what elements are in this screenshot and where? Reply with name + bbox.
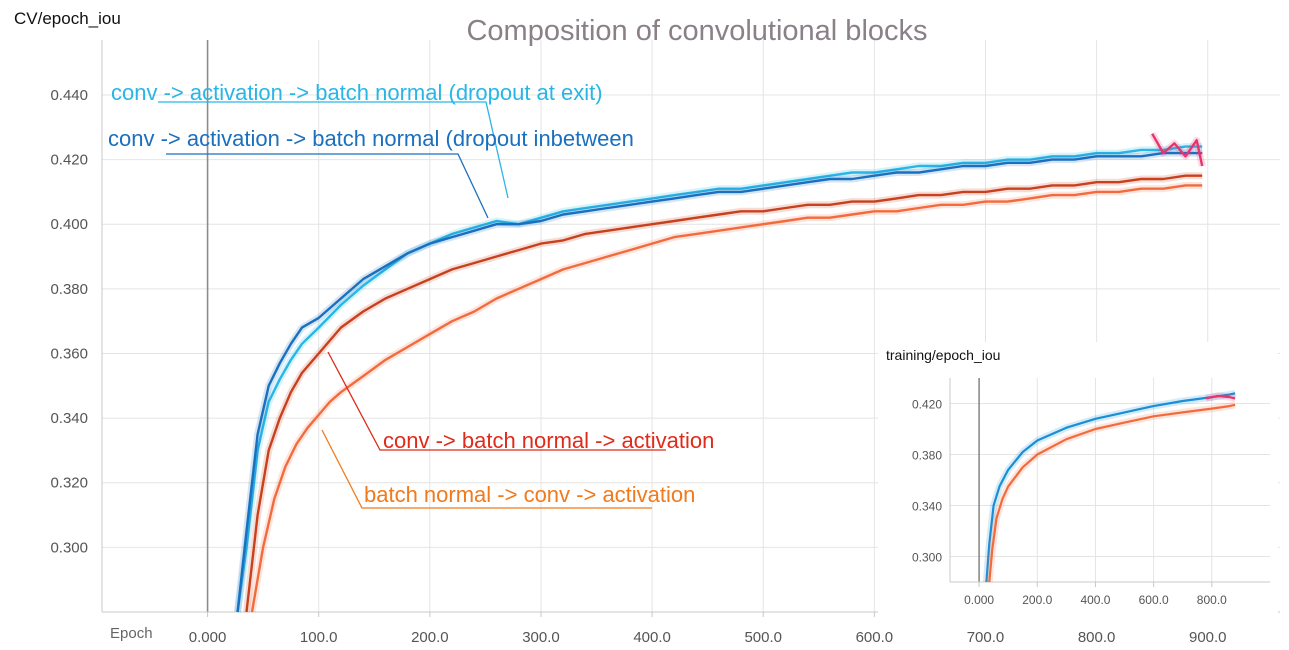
annotation-conv-bn-act-leader [327, 351, 666, 451]
inset-grid [950, 378, 1270, 582]
series-line-3 [250, 184, 1203, 613]
x-tick-label: 800.0 [1197, 593, 1227, 607]
series-line-1 [988, 403, 1236, 583]
chart-title: Composition of convolutional blocks [466, 15, 927, 47]
x-tick-label: 100.0 [300, 629, 338, 646]
x-axis-label: Epoch [110, 625, 153, 642]
series-line-4 [1151, 133, 1204, 167]
y-tick-label: 0.300 [912, 551, 942, 565]
y-tick-label: 0.420 [50, 152, 88, 169]
annotation-dropout-exit-leader [158, 101, 509, 199]
y-tick-label: 0.380 [912, 449, 942, 463]
annotation-dropout-inbetween-text: conv -> activation -> batch normal (drop… [108, 126, 634, 151]
main-series [234, 131, 1206, 613]
y-tick-label: 0.400 [50, 216, 88, 233]
annotation-conv-bn-act-text: conv -> batch normal -> activation [383, 428, 714, 453]
annotation-dropout-inbetween: conv -> activation -> batch normal (drop… [108, 126, 634, 219]
series-line-2 [1205, 394, 1236, 400]
x-tick-label: 700.0 [967, 629, 1005, 646]
annotation-dropout-exit: conv -> activation -> batch normal (drop… [111, 80, 603, 199]
series-line-2 [245, 174, 1203, 613]
main-ticks: 0.300 0.320 0.340 0.360 0.380 0.400 0.420 0.440… [50, 87, 1226, 646]
inset-panel-label: training/epoch_iou [886, 347, 1000, 363]
y-tick-label: 0.340 [912, 500, 942, 514]
x-tick-label: 200.0 [1022, 593, 1052, 607]
panel-label: CV/epoch_iou [14, 9, 121, 28]
annotation-dropout-exit-text: conv -> activation -> batch normal (drop… [111, 80, 603, 105]
annotation-dropout-inbetween-leader [166, 153, 489, 219]
x-tick-label: 0.000 [964, 593, 994, 607]
y-tick-label: 0.440 [50, 87, 88, 104]
y-tick-label: 0.320 [50, 475, 88, 492]
annotation-bn-conv-act-text: batch normal -> conv -> activation [364, 482, 695, 507]
inset-chart: training/epoch_iou 0.3000.3400.3800.4200… [878, 342, 1278, 617]
series-line-0 [236, 145, 1203, 613]
y-tick-label: 0.360 [50, 345, 88, 362]
x-tick-label: 600.0 [856, 629, 894, 646]
inset-ticks: 0.300 0.340 0.380 0.420 0.000 200.0 400.0 600.0… [912, 398, 1227, 608]
x-tick-label: 600.0 [1139, 593, 1169, 607]
series-line-0 [985, 392, 1236, 583]
y-tick-label: 0.300 [50, 539, 88, 556]
inset-series [982, 389, 1236, 583]
annotation-bn-conv-act-leader [321, 429, 652, 509]
annotation-conv-bn-act: conv -> batch normal -> activation [327, 351, 714, 453]
x-tick-label: 800.0 [1078, 629, 1116, 646]
y-tick-label: 0.420 [912, 398, 942, 412]
x-tick-label: 900.0 [1189, 629, 1227, 646]
annotation-bn-conv-act: batch normal -> conv -> activation [321, 429, 695, 509]
y-tick-label: 0.380 [50, 281, 88, 298]
x-tick-label: 0.000 [189, 629, 227, 646]
x-tick-label: 500.0 [744, 629, 782, 646]
main-grid [102, 40, 1280, 612]
y-tick-label: 0.340 [50, 410, 88, 427]
x-tick-label: 400.0 [633, 629, 671, 646]
x-tick-label: 300.0 [522, 629, 560, 646]
x-tick-label: 200.0 [411, 629, 449, 646]
series-line-1 [236, 151, 1203, 613]
x-tick-label: 400.0 [1080, 593, 1110, 607]
inset-background [878, 342, 1278, 617]
